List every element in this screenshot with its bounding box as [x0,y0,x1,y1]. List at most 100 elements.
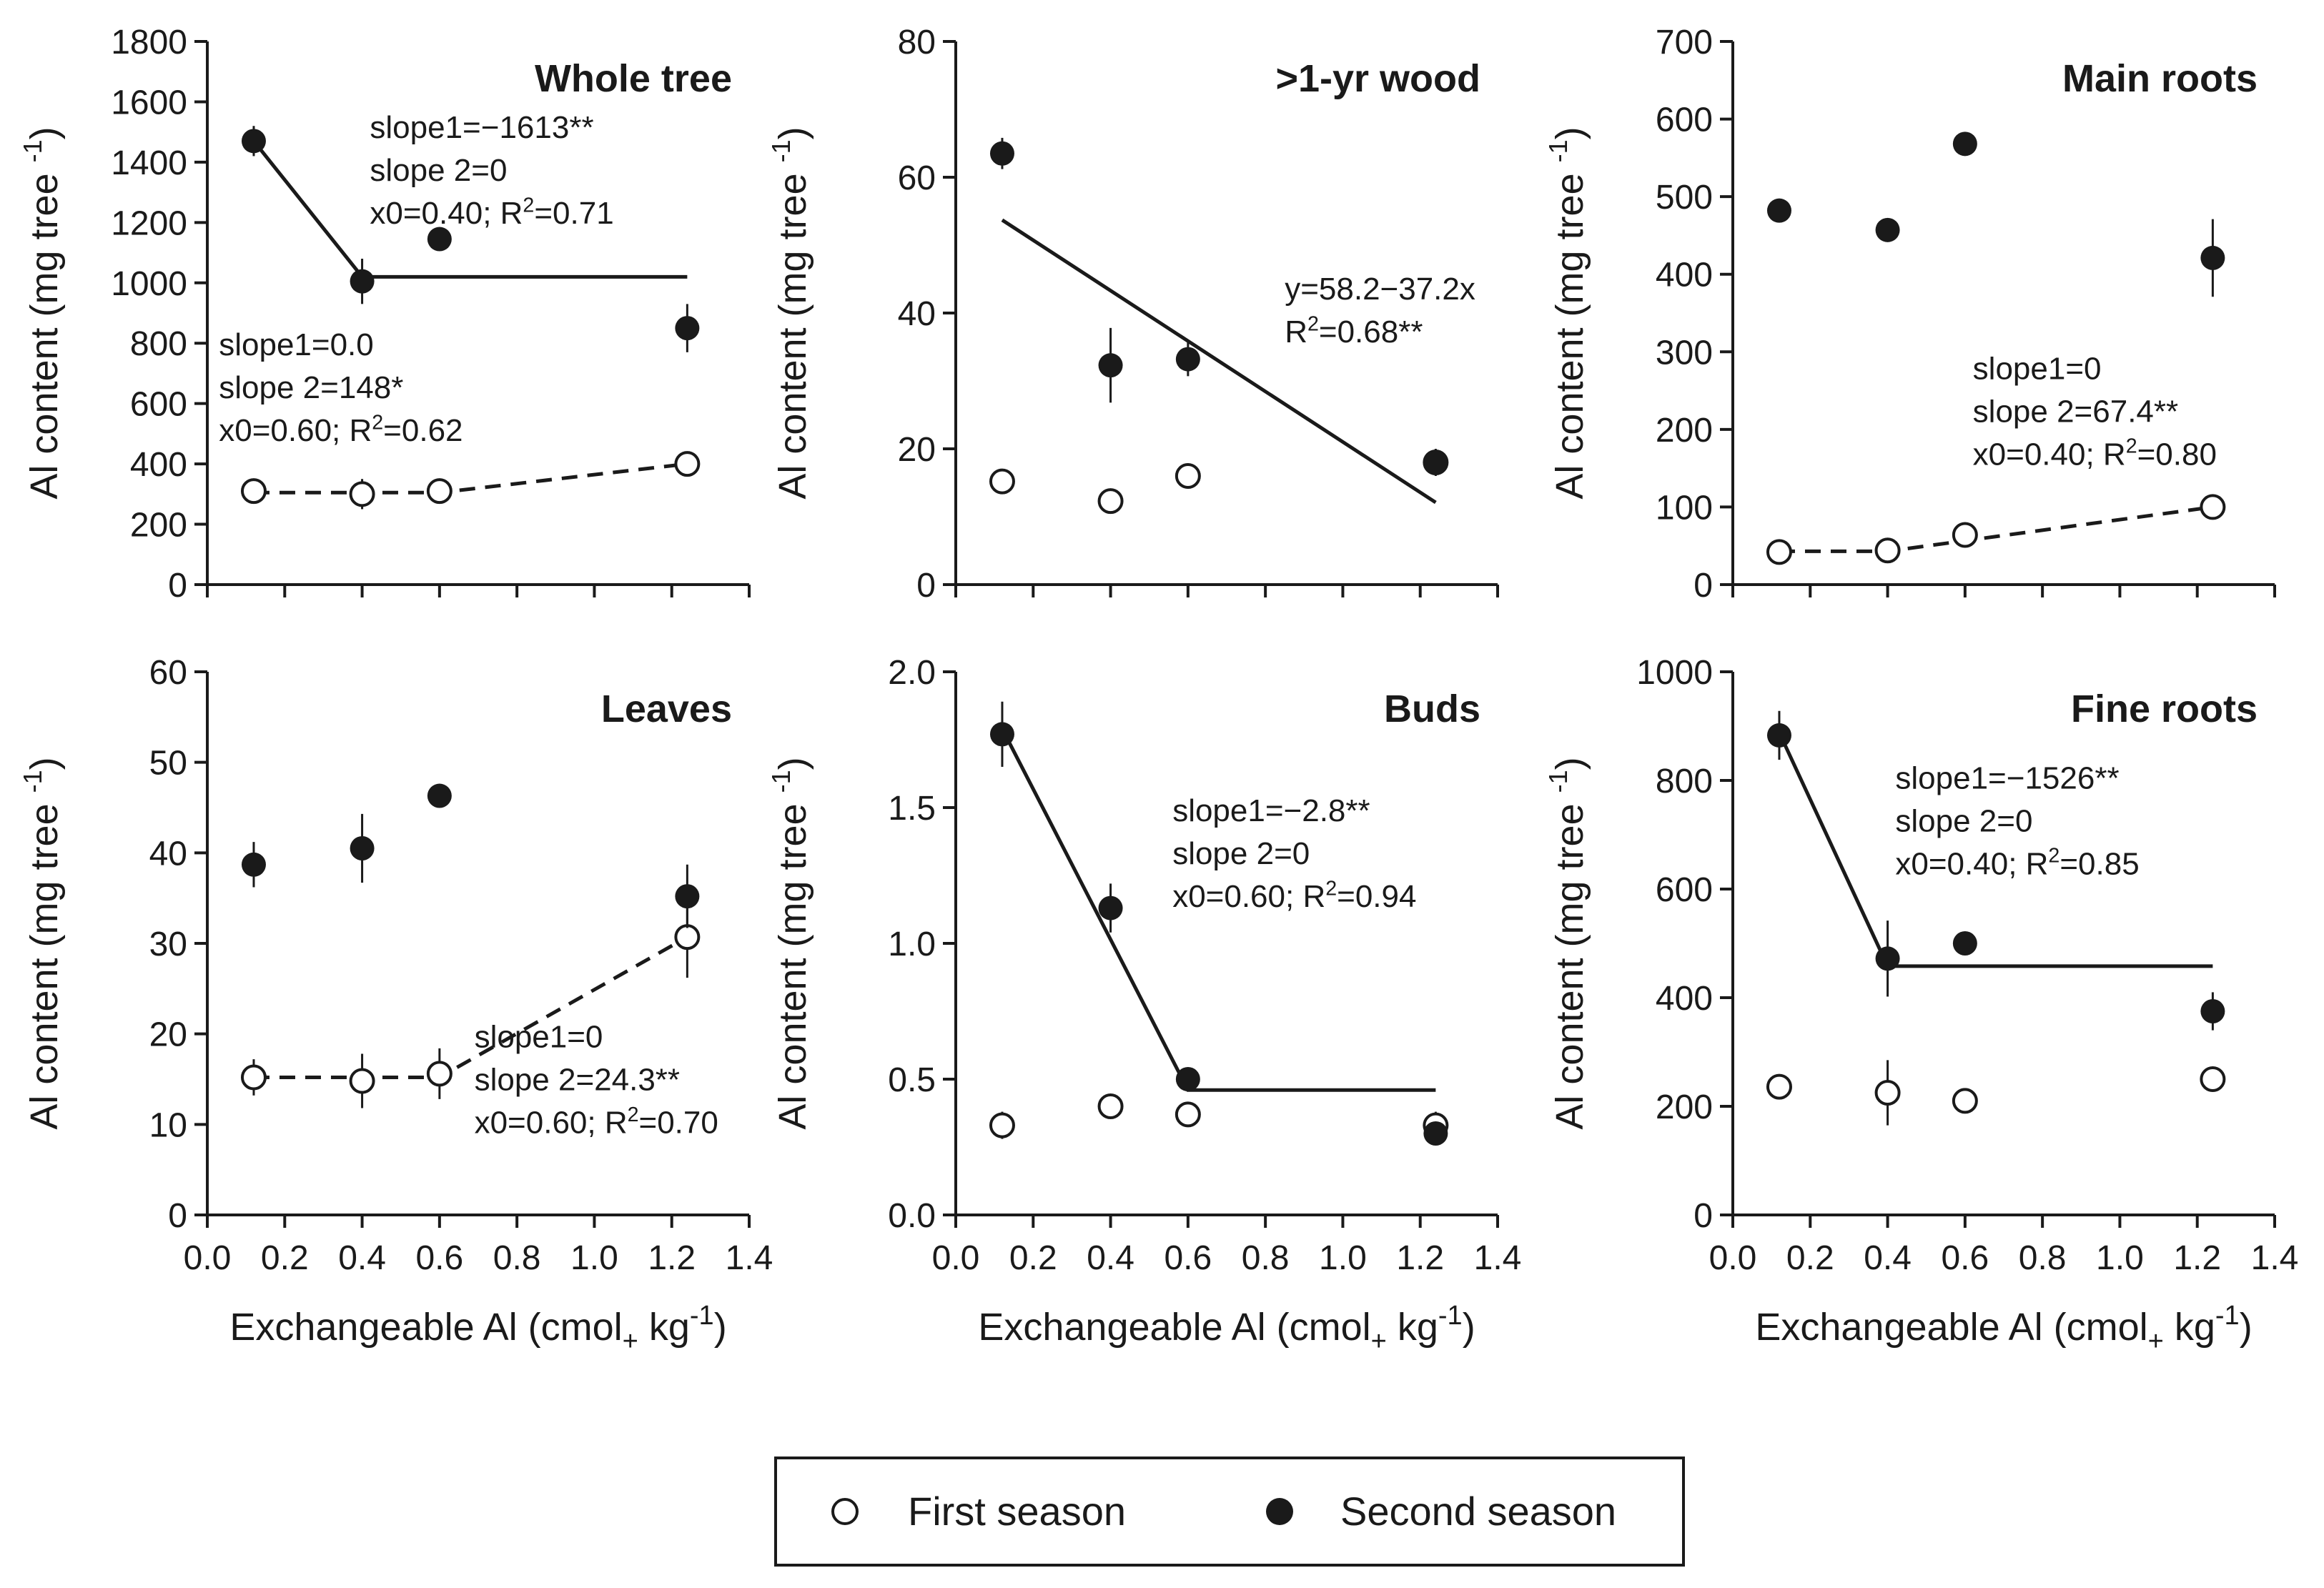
y-tick-label: 1600 [111,84,187,121]
point-second-season [1423,450,1448,475]
x-tick-label: 1.2 [2173,1239,2221,1277]
y-tick-label: 0.0 [888,1197,936,1235]
y-tick-label: 1200 [111,204,187,242]
fit-annotation: slope1=−2.8** [1172,793,1370,828]
point-first-season [240,1064,267,1091]
x-tick-label: 0.0 [184,1239,232,1277]
y-tick-label: 500 [1656,179,1713,217]
x-tick-label: 1.2 [1396,1239,1444,1277]
y-tick-label: 800 [1656,763,1713,800]
panel-whole-tree: 0 200 400 600 800 1000 1200 1400 1600 1800 Whole t… [18,24,751,605]
y-tick-label: 0.5 [888,1061,936,1099]
point-second-season [1952,131,1977,157]
point-second-season [1098,353,1123,378]
y-tick-label: 10 [149,1106,187,1144]
point-first-season [1874,1080,1901,1106]
y-tick-label: 1000 [1636,654,1713,692]
legend-marker-first-season [831,1498,859,1525]
fit-annotation: slope1=−1526** [1895,760,2119,795]
point-second-season [1875,946,1900,971]
x-tick-label: 0.0 [932,1239,980,1277]
point-first-season [1766,539,1792,565]
point-first-season [1175,463,1201,489]
fit-line-first-season [253,462,688,495]
fit-line-first-season [1779,505,2213,553]
legend: First season Second season [774,1457,1685,1567]
point-first-season [989,1112,1015,1138]
x-tick-label: 1.0 [570,1239,618,1277]
x-axis-label: Exchangeable Al (cmol+ kg-1) [978,1301,1475,1356]
x-tick-label: 0.8 [2019,1239,2067,1277]
point-first-season [426,478,453,505]
y-tick-label: 800 [130,325,187,363]
point-second-season [427,227,452,252]
y-tick-label: 60 [149,654,187,692]
x-tick-label: 1.4 [726,1239,773,1277]
panel-leaves: 0 10 20 30 40 50 60 0.0 0.2 0.4 0.6 0.8 1.0 1.2 1.4 Lea… [18,654,773,1356]
point-first-season [1874,537,1901,564]
panel-title: Whole tree [535,57,732,100]
y-tick-label: 1800 [111,24,187,61]
panel-title: >1-yr wood [1275,57,1480,100]
panel-title: Fine roots [2071,688,2258,730]
y-tick-label: 600 [1656,101,1713,139]
point-second-season [1175,347,1200,372]
fit-annotation: y=58.2−37.2x [1285,272,1475,307]
y-axis-label: Al content (mg tree -1) [766,757,814,1129]
point-first-season [1097,1093,1124,1119]
y-tick-label: 2.0 [888,654,936,692]
fit-annotation: x0=0.60; R2=0.70 [475,1103,718,1141]
point-first-season [674,924,701,951]
y-tick-label: 300 [1656,334,1713,372]
fit-annotation: slope1=0.0 [219,327,374,362]
y-tick-label: 1400 [111,144,187,182]
y-tick-label: 80 [898,24,936,61]
y-tick-label: 400 [1656,980,1713,1018]
point-first-season [1175,1101,1201,1128]
point-first-season [349,1068,375,1094]
point-second-season [241,852,266,877]
y-tick-label: 0 [1693,567,1713,605]
point-second-season [427,783,452,808]
point-second-season [241,129,266,154]
point-first-season [349,481,375,507]
y-tick-label: 400 [130,446,187,484]
y-tick-label: 0 [168,567,187,605]
legend-box [774,1457,1685,1567]
fit-annotation: R2=0.68** [1285,312,1423,349]
y-tick-label: 0 [916,567,936,605]
x-tick-label: 0.2 [1786,1239,1834,1277]
x-tick-label: 0.4 [1087,1239,1134,1277]
x-tick-label: 0.6 [1164,1239,1212,1277]
x-tick-label: 0.2 [261,1239,309,1277]
y-tick-label: 60 [898,159,936,197]
x-axis-label: Exchangeable Al (cmol+ kg-1) [1755,1301,2252,1356]
x-tick-label: 0.6 [415,1239,463,1277]
y-tick-label: 1.5 [888,790,936,828]
panel-title: Leaves [601,688,732,730]
x-tick-label: 1.0 [1319,1239,1367,1277]
point-first-season [1097,488,1124,515]
y-tick-label: 1000 [111,265,187,303]
point-second-season [2200,245,2225,270]
fit-annotation: slope 2=0 [370,153,507,188]
y-axis-label: Al content (mg tree -1) [766,126,814,499]
fit-annotation: x0=0.60; R2=0.62 [219,411,463,448]
x-tick-label: 0.6 [1941,1239,1989,1277]
legend-label-first-season: First season [908,1489,1126,1534]
point-first-season [1952,522,1978,548]
panel-main-roots: 0 100 200 300 400 500 600 700 Main roots Al conte… [1543,24,2276,605]
x-tick-label: 1.0 [2096,1239,2144,1277]
panel-1-yr-wood: 0 20 40 60 80 >1-yr wood Al content (mg tree -… [766,24,1499,605]
x-tick-label: 1.2 [648,1239,696,1277]
y-tick-label: 400 [1656,257,1713,294]
point-second-season [989,141,1014,166]
y-tick-label: 50 [149,745,187,783]
fit-annotation: x0=0.60; R2=0.94 [1172,877,1416,914]
legend-label-second-season: Second season [1340,1489,1616,1534]
fit-annotation: x0=0.40; R2=0.71 [370,194,613,231]
panel-title: Buds [1384,688,1480,730]
y-tick-label: 100 [1656,489,1713,527]
